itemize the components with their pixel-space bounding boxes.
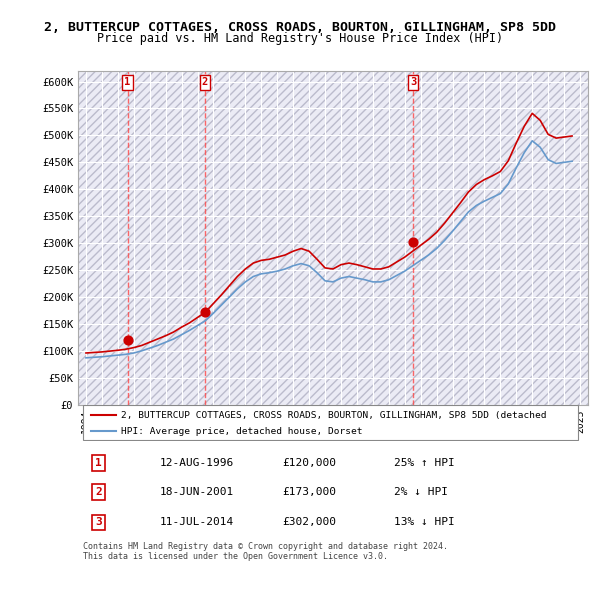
Point bbox=[408, 237, 418, 247]
Text: 18-JUN-2001: 18-JUN-2001 bbox=[160, 487, 234, 497]
Text: £120,000: £120,000 bbox=[282, 458, 336, 468]
Point bbox=[123, 335, 133, 345]
Text: 1: 1 bbox=[95, 458, 102, 468]
Text: Contains HM Land Registry data © Crown copyright and database right 2024.
This d: Contains HM Land Registry data © Crown c… bbox=[83, 542, 448, 561]
Text: 13% ↓ HPI: 13% ↓ HPI bbox=[394, 517, 455, 527]
Text: 3: 3 bbox=[95, 517, 102, 527]
Point bbox=[200, 307, 209, 316]
Text: 2: 2 bbox=[95, 487, 102, 497]
Text: Price paid vs. HM Land Registry's House Price Index (HPI): Price paid vs. HM Land Registry's House … bbox=[97, 32, 503, 45]
Text: £173,000: £173,000 bbox=[282, 487, 336, 497]
Text: 11-JUL-2014: 11-JUL-2014 bbox=[160, 517, 234, 527]
Text: 2, BUTTERCUP COTTAGES, CROSS ROADS, BOURTON, GILLINGHAM, SP8 5DD: 2, BUTTERCUP COTTAGES, CROSS ROADS, BOUR… bbox=[44, 21, 556, 34]
Text: £302,000: £302,000 bbox=[282, 517, 336, 527]
Text: 1: 1 bbox=[124, 77, 131, 87]
Text: 2% ↓ HPI: 2% ↓ HPI bbox=[394, 487, 448, 497]
Text: 12-AUG-1996: 12-AUG-1996 bbox=[160, 458, 234, 468]
Text: 2: 2 bbox=[202, 77, 208, 87]
FancyBboxPatch shape bbox=[83, 405, 578, 441]
Text: HPI: Average price, detached house, Dorset: HPI: Average price, detached house, Dors… bbox=[121, 427, 363, 436]
Text: 25% ↑ HPI: 25% ↑ HPI bbox=[394, 458, 455, 468]
Text: 3: 3 bbox=[410, 77, 416, 87]
Text: 2, BUTTERCUP COTTAGES, CROSS ROADS, BOURTON, GILLINGHAM, SP8 5DD (detached: 2, BUTTERCUP COTTAGES, CROSS ROADS, BOUR… bbox=[121, 411, 547, 420]
